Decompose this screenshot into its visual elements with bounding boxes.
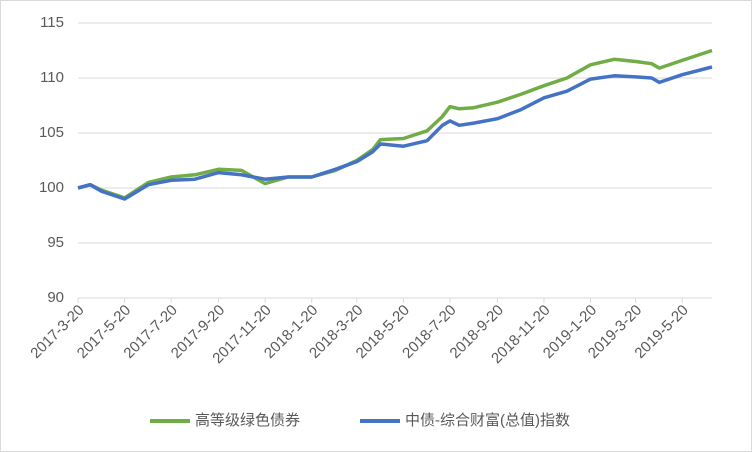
y-tick-label: 115	[40, 14, 64, 31]
y-tick-label: 110	[40, 69, 64, 86]
legend-label: 高等级绿色债券	[195, 411, 300, 429]
y-tick-label: 90	[47, 289, 64, 306]
y-tick-label: 100	[39, 179, 64, 196]
legend-label: 中债-综合财富(总值)指数	[405, 411, 570, 429]
y-tick-label: 105	[39, 124, 64, 141]
series-line	[77, 65, 713, 201]
y-tick-label: 95	[47, 234, 64, 251]
series-line	[77, 48, 713, 200]
